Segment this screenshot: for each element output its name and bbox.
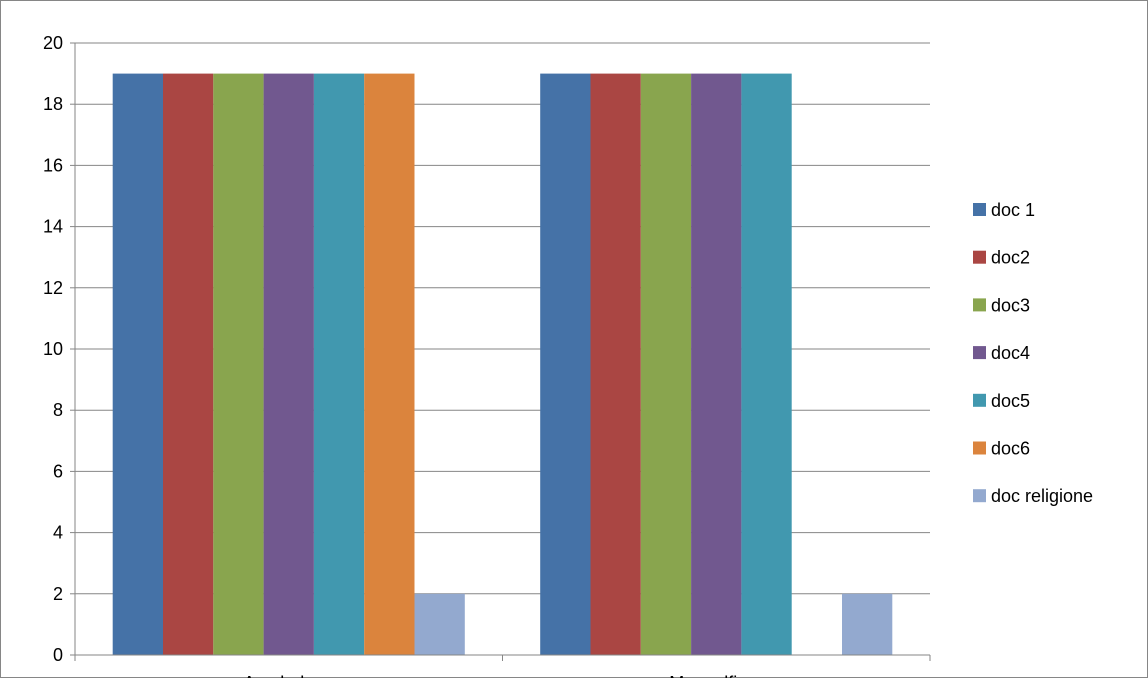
y-tick-labels: 0 2 4 6 8 10 12 14 16 18 20	[43, 33, 63, 665]
bar-arcobaleno-doc2	[163, 73, 214, 656]
y-tick-label: 6	[53, 461, 63, 481]
bar-arcobaleno-doc5	[313, 73, 365, 656]
bar-mongolfiera-doc2	[590, 73, 641, 656]
legend-swatch	[973, 393, 986, 407]
y-tick-label: 12	[43, 278, 63, 298]
y-tick-label: 0	[53, 645, 63, 665]
y-tick-label: 16	[43, 155, 63, 175]
y-tick-label: 8	[53, 400, 63, 420]
legend-entry: doc4	[991, 343, 1030, 363]
legend-swatch	[973, 203, 986, 216]
bar-mongolfiera-doc4	[691, 73, 742, 656]
legend-entry: doc 1	[991, 200, 1035, 220]
legend-entry: doc5	[991, 391, 1030, 411]
bar-mongolfiera-doc-religione	[842, 593, 893, 655]
legend-entry: doc3	[991, 295, 1030, 315]
bar-arcobaleno-doc-1	[112, 73, 163, 656]
x-category-label: Arcobaleno	[243, 673, 334, 678]
bar-mongolfiera-doc3	[640, 73, 692, 656]
legend-entry: doc religione	[991, 486, 1093, 506]
legend-entry: doc6	[991, 439, 1030, 459]
y-tick-label: 20	[43, 33, 63, 53]
bar-mongolfiera-doc-1	[540, 73, 591, 656]
y-tick-label: 4	[53, 523, 63, 543]
y-tick-label: 2	[53, 584, 63, 604]
y-tick-label: 18	[43, 94, 63, 114]
y-tick-label: 14	[43, 217, 63, 237]
legend-swatch	[973, 346, 986, 360]
legend-swatch	[973, 489, 986, 503]
bar-arcobaleno-doc-religione	[414, 593, 465, 655]
legend-swatch	[973, 441, 986, 455]
bar-arcobaleno-doc6	[364, 73, 415, 656]
x-category-labels: Arcobaleno Mongolfiera	[243, 673, 764, 678]
y-tick-label: 10	[43, 339, 63, 359]
legend: doc 1 doc2 doc3 doc4 doc5 doc6 doc religione	[973, 200, 1093, 506]
bar-arcobaleno-doc3	[213, 73, 264, 656]
bar-arcobaleno-doc4	[263, 73, 314, 656]
x-category-label: Mongolfiera	[669, 673, 764, 678]
legend-entry: doc2	[991, 248, 1030, 268]
bar-mongolfiera-doc5	[741, 73, 792, 656]
legend-swatch	[973, 298, 986, 312]
legend-swatch	[973, 250, 986, 264]
bars	[112, 73, 893, 656]
axes	[70, 42, 931, 661]
